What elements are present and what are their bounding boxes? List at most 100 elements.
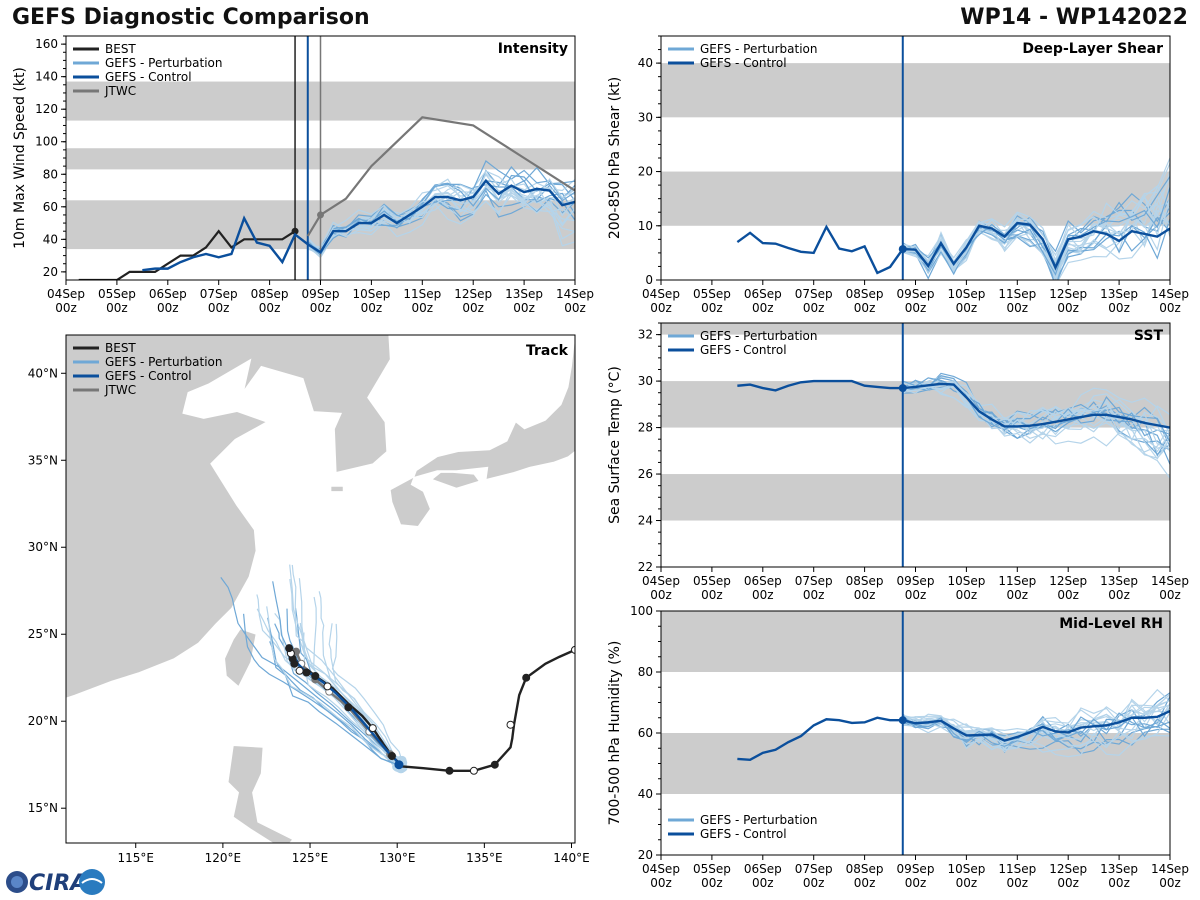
y-tick-label-0: 20	[638, 848, 653, 862]
x-tick-label-10: 14Sep	[1151, 287, 1189, 301]
legend-label-1: GEFS - Perturbation	[105, 355, 222, 369]
x-tick-sublabel-2: 00z	[157, 301, 179, 315]
y-axis-label: 200-850 hPa Shear (kt)	[607, 77, 623, 239]
x-tick-sublabel-1: 00z	[701, 301, 723, 315]
x-tick-sublabel-1: 00z	[701, 588, 723, 602]
x-tick-label-5: 09Sep	[897, 287, 935, 301]
jtwc-marker	[317, 211, 324, 219]
x-tick-sublabel-5: 00z	[905, 301, 927, 315]
chart-rh: 2040608010004Sep00z05Sep00z06Sep00z07Sep…	[607, 604, 1189, 890]
x-tick-sublabel-6: 00z	[956, 876, 978, 890]
perturbation-track-17	[298, 578, 400, 766]
chart-shear: 01020304004Sep00z05Sep00z06Sep00z07Sep00…	[607, 35, 1189, 315]
y-tick-label-0: 20	[43, 265, 58, 279]
perturbation-track-19	[266, 606, 400, 766]
perturbation-track-0	[220, 577, 400, 766]
x-tick-sublabel-8: 00z	[1057, 301, 1079, 315]
legend-label-2: GEFS - Control	[105, 70, 192, 84]
x-tick-label-7: 11Sep	[998, 287, 1036, 301]
lat-tick-label-4: 35°N	[28, 453, 58, 467]
perturbation-member-18	[902, 714, 1170, 742]
x-tick-label-7: 11Sep	[403, 287, 441, 301]
y-tick-label-3: 28	[638, 421, 653, 435]
y-tick-label-7: 160	[35, 37, 58, 51]
threshold-band-1	[661, 611, 1170, 672]
chart-intensity: 2040608010012014016004Sep00z05Sep00z06Se…	[12, 35, 594, 315]
lon-tick-label-4: 135°E	[466, 851, 503, 865]
x-tick-sublabel-9: 00z	[1108, 301, 1130, 315]
perturbation-member-8	[902, 712, 1170, 749]
x-tick-label-7: 11Sep	[998, 574, 1036, 588]
chart-title: Intensity	[498, 41, 568, 57]
x-tick-sublabel-7: 00z	[1007, 301, 1029, 315]
best-point-8	[344, 703, 353, 712]
legend-label-3: JTWC	[104, 383, 136, 397]
control-line	[737, 709, 1170, 762]
x-tick-sublabel-5: 00z	[905, 876, 927, 890]
best-point-10	[311, 671, 320, 680]
x-tick-sublabel-4: 00z	[854, 301, 876, 315]
perturbation-member-17	[307, 172, 575, 252]
threshold-band-2	[661, 323, 1170, 335]
lat-tick-label-1: 20°N	[28, 714, 58, 728]
x-tick-sublabel-2: 00z	[752, 876, 774, 890]
x-tick-sublabel-0: 00z	[650, 301, 672, 315]
x-tick-sublabel-9: 00z	[1108, 588, 1130, 602]
best-point-5	[445, 766, 454, 775]
logo-seal-wave	[81, 878, 103, 884]
y-tick-label-0: 0	[645, 273, 653, 287]
control-line	[737, 379, 1170, 429]
x-tick-sublabel-5: 00z	[905, 588, 927, 602]
y-tick-label-5: 32	[638, 328, 653, 342]
y-tick-label-4: 100	[630, 604, 653, 618]
perturbation-track-1	[331, 623, 402, 765]
x-tick-sublabel-3: 00z	[208, 301, 230, 315]
x-tick-sublabel-6: 00z	[956, 301, 978, 315]
y-tick-label-5: 120	[35, 102, 58, 116]
x-tick-label-2: 06Sep	[744, 287, 782, 301]
control-start-marker	[394, 760, 404, 770]
x-tick-label-0: 04Sep	[642, 862, 680, 876]
y-axis-label: Sea Surface Temp (°C)	[607, 366, 623, 524]
x-tick-sublabel-9: 00z	[1108, 876, 1130, 890]
x-tick-sublabel-3: 00z	[803, 301, 825, 315]
logo-seal-icon	[79, 869, 105, 895]
x-tick-sublabel-4: 00z	[854, 876, 876, 890]
chart-sst: 22242628303204Sep00z05Sep00z06Sep00z07Se…	[607, 322, 1189, 602]
perturbation-member-19	[902, 379, 1170, 450]
y-axis-label: 700-500 hPa Humidity (%)	[607, 641, 623, 826]
y-tick-label-0: 22	[638, 560, 653, 574]
x-tick-sublabel-1: 00z	[701, 876, 723, 890]
y-tick-label-3: 80	[43, 167, 58, 181]
x-tick-label-10: 14Sep	[556, 287, 594, 301]
x-tick-sublabel-7: 00z	[1007, 588, 1029, 602]
perturbation-member-10	[902, 163, 1170, 263]
lat-tick-label-2: 25°N	[28, 627, 58, 641]
x-tick-label-9: 13Sep	[1100, 287, 1138, 301]
storm-id: WP14 - WP142022	[960, 5, 1188, 30]
y-tick-label-4: 40	[638, 56, 653, 70]
best-point-16	[285, 644, 294, 653]
x-tick-label-0: 04Sep	[642, 574, 680, 588]
jeju-landmass	[330, 485, 344, 492]
best-point-1	[522, 673, 531, 682]
legend-label-0: GEFS - Perturbation	[700, 813, 817, 827]
x-tick-label-9: 13Sep	[1100, 574, 1138, 588]
legend-label-3: JTWC	[104, 84, 136, 98]
map-frame	[65, 334, 576, 844]
perturbation-member-19	[902, 157, 1170, 271]
legend-label-1: GEFS - Perturbation	[105, 56, 222, 70]
x-tick-label-8: 12Sep	[1049, 574, 1087, 588]
x-tick-sublabel-6: 00z	[361, 301, 383, 315]
best-point-7	[368, 724, 377, 733]
lat-tick-label-0: 15°N	[28, 801, 58, 815]
legend-label-2: GEFS - Control	[105, 369, 192, 383]
perturbation-track-18	[267, 617, 400, 766]
perturbation-track-16	[318, 591, 400, 765]
x-tick-label-4: 08Sep	[846, 862, 884, 876]
y-tick-label-3: 80	[638, 665, 653, 679]
best-point-11	[302, 668, 311, 677]
y-tick-label-1: 40	[638, 787, 653, 801]
y-tick-label-2: 20	[638, 165, 653, 179]
legend-label-1: GEFS - Control	[700, 343, 787, 357]
